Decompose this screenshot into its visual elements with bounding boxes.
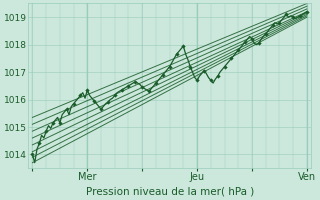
X-axis label: Pression niveau de la mer( hPa ): Pression niveau de la mer( hPa ) <box>85 187 254 197</box>
